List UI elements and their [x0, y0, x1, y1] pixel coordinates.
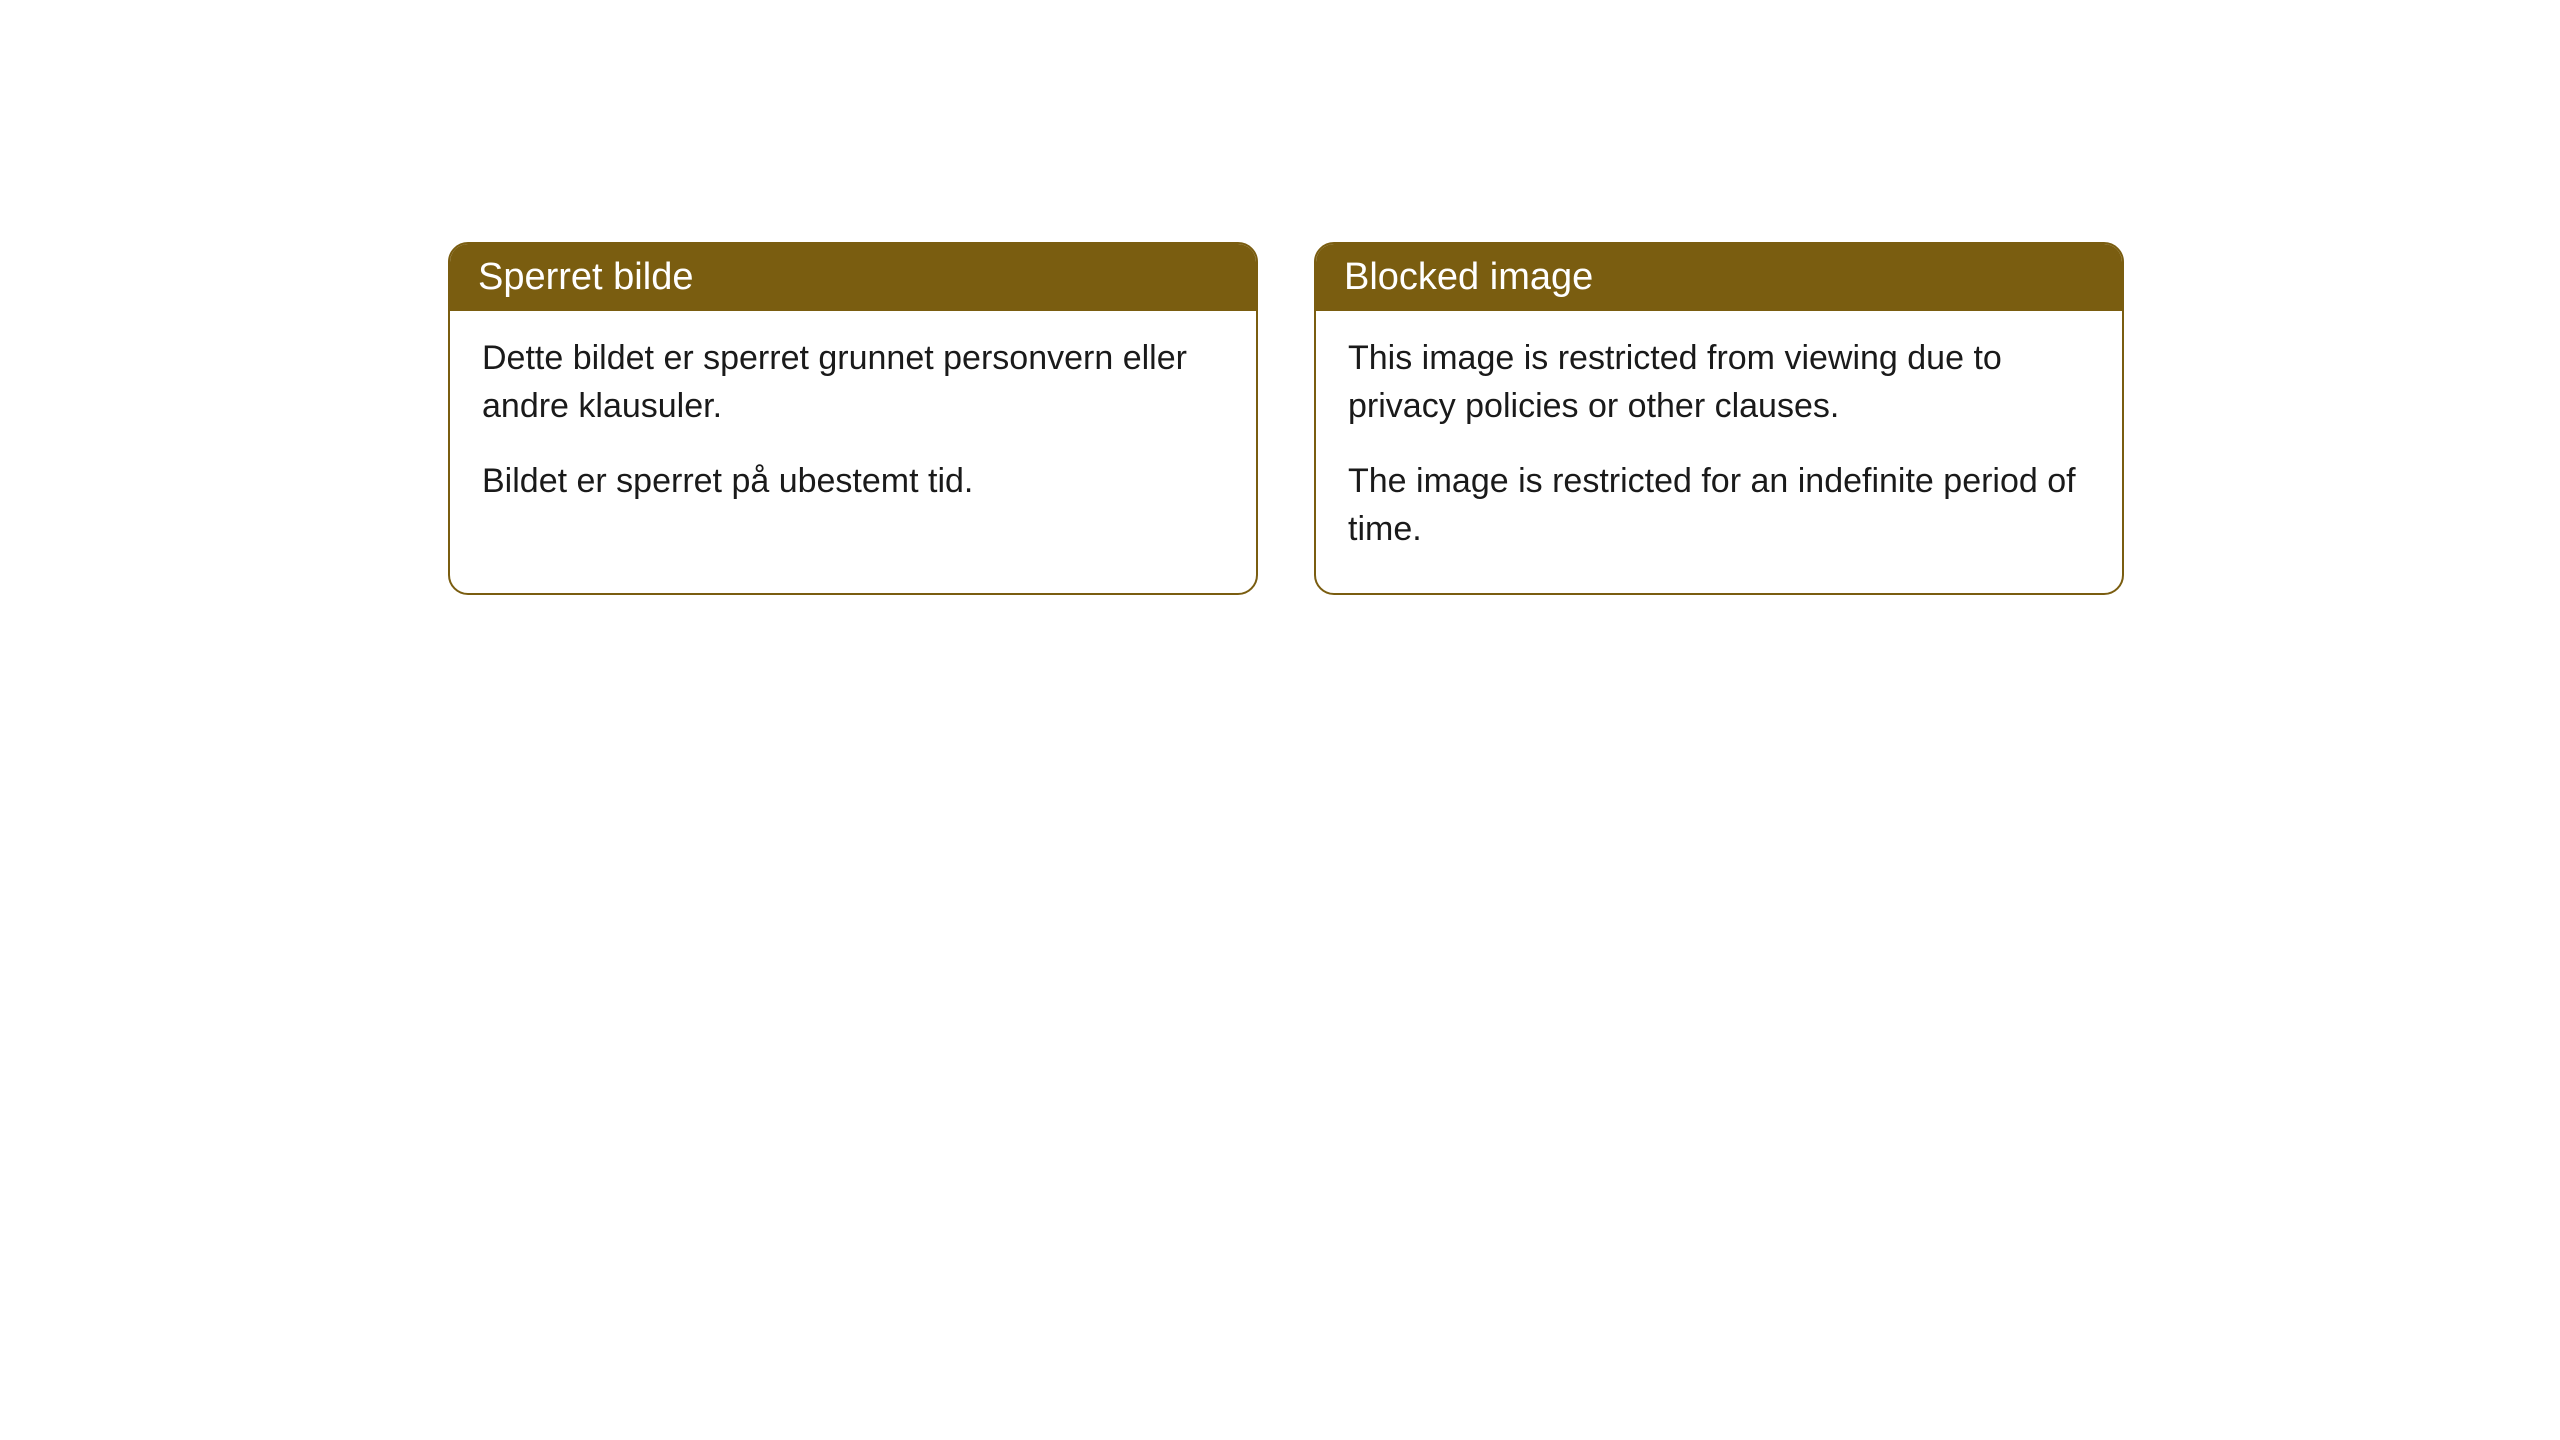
card-body-norwegian: Dette bildet er sperret grunnet personve…: [450, 311, 1256, 546]
card-header-norwegian: Sperret bilde: [450, 244, 1256, 311]
card-header-english: Blocked image: [1316, 244, 2122, 311]
blocked-image-card-norwegian: Sperret bilde Dette bildet er sperret gr…: [448, 242, 1258, 595]
card-paragraph-2-norwegian: Bildet er sperret på ubestemt tid.: [482, 458, 1224, 506]
card-paragraph-1-norwegian: Dette bildet er sperret grunnet personve…: [482, 335, 1224, 430]
card-title-norwegian: Sperret bilde: [478, 256, 693, 298]
blocked-image-card-english: Blocked image This image is restricted f…: [1314, 242, 2124, 595]
card-body-english: This image is restricted from viewing du…: [1316, 311, 2122, 593]
card-title-english: Blocked image: [1344, 256, 1593, 298]
notice-container: Sperret bilde Dette bildet er sperret gr…: [0, 0, 2560, 595]
card-paragraph-1-english: This image is restricted from viewing du…: [1348, 335, 2090, 430]
card-paragraph-2-english: The image is restricted for an indefinit…: [1348, 458, 2090, 553]
